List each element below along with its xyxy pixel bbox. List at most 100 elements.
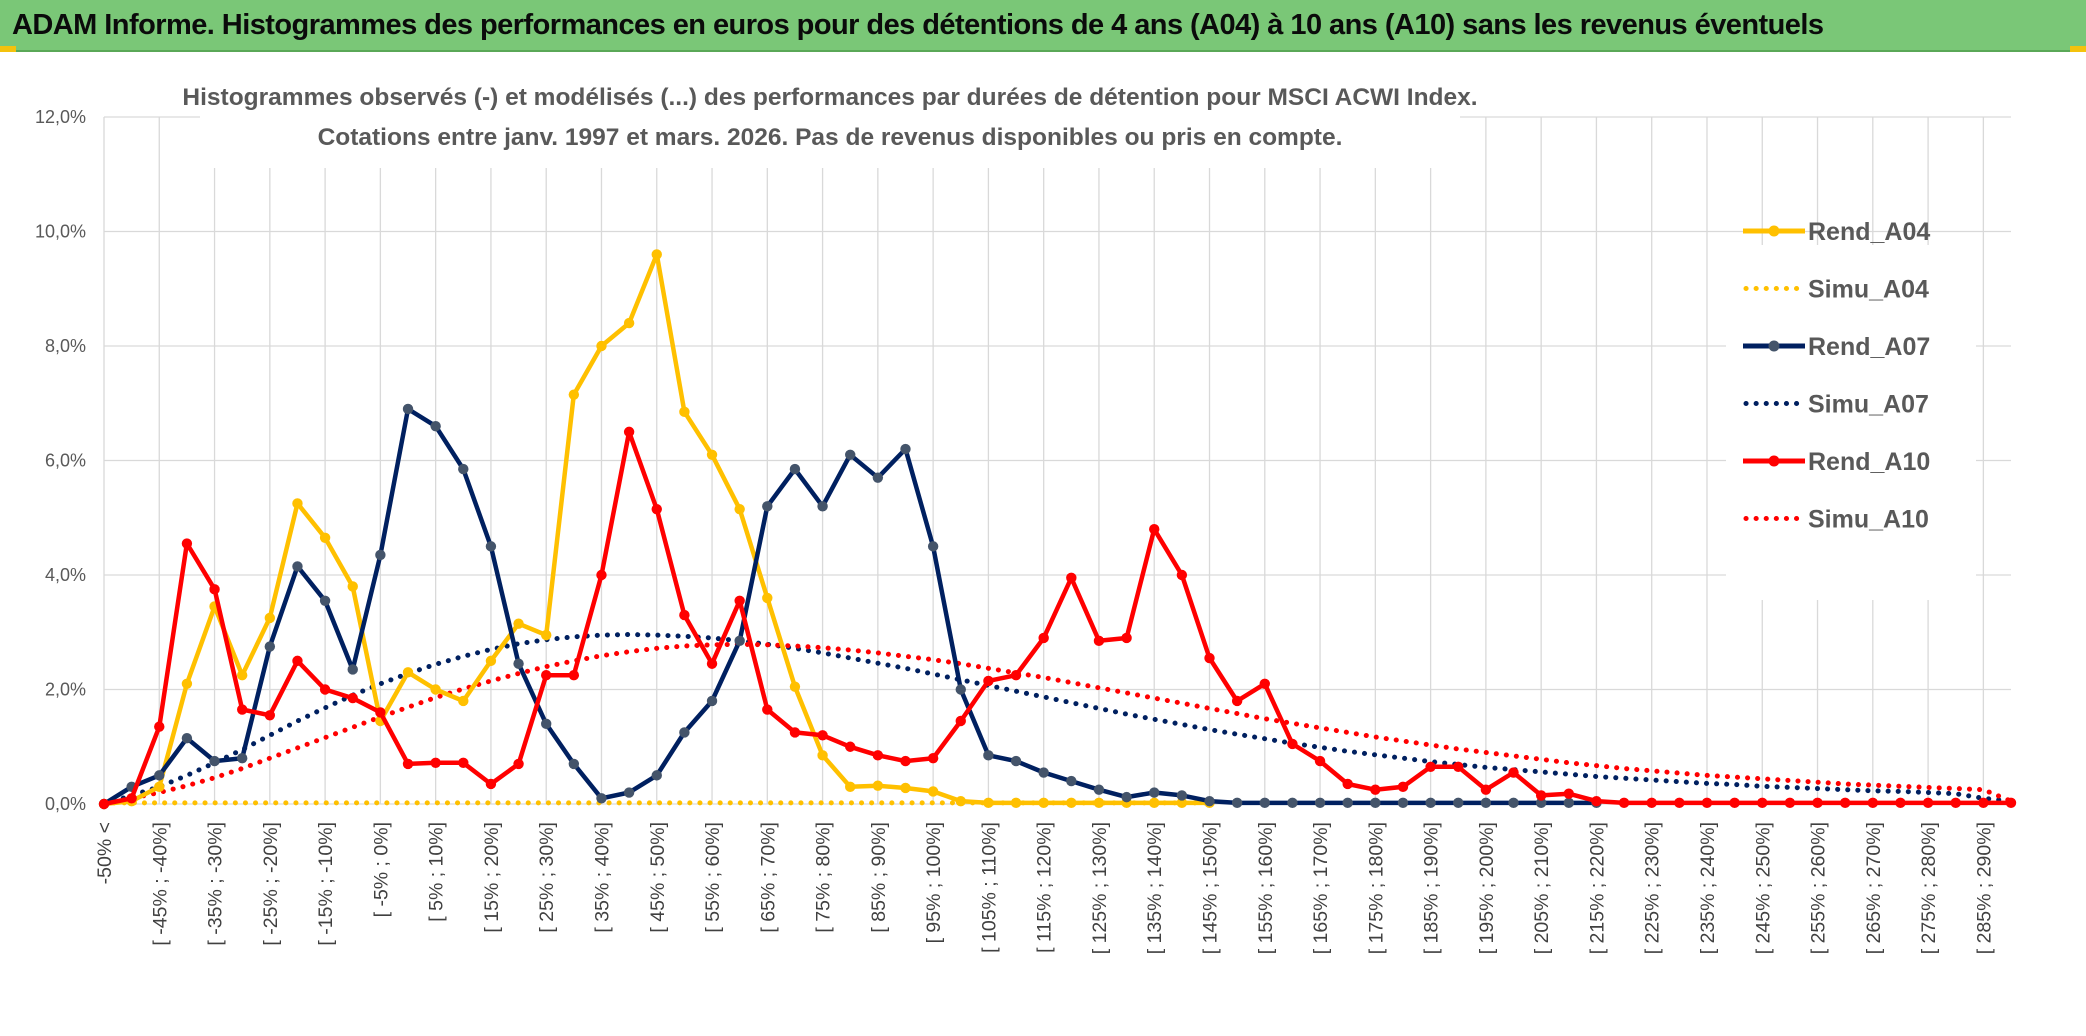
series-point-rend-a10 <box>1425 761 1436 772</box>
series-point-rend-a10 <box>1618 797 1630 809</box>
series-point-rend-a10 <box>1591 795 1602 807</box>
series-point-rend-a10 <box>1397 781 1409 793</box>
legend-label-rend-a04: Rend_A04 <box>1808 218 1930 246</box>
series-point-rend-a04 <box>872 780 884 791</box>
series-point-rend-a07 <box>347 664 358 675</box>
histogram-chart: 0,0% 2,0% 4,0% 6,0% 8,0% 10,0% 12,0% -50% < [ -… <box>35 80 2017 954</box>
series-point-rend-a07 <box>375 549 386 561</box>
series-point-rend-a04 <box>983 797 994 809</box>
series-point-rend-a04 <box>347 581 358 592</box>
series-point-rend-a04 <box>1176 797 1188 809</box>
series-point-rend-a07 <box>458 463 469 475</box>
series-point-rend-a04 <box>927 786 939 797</box>
report-title: ADAM Informe. Histogrammes des performan… <box>12 9 1824 41</box>
x-tick-label: [ 145% ; 150%] <box>1200 822 1222 954</box>
x-tick-label: [ 235% ; 240%] <box>1697 822 1719 954</box>
series-point-rend-a10 <box>264 710 276 721</box>
series-point-rend-a07 <box>1231 797 1243 809</box>
series-point-rend-a07 <box>1204 795 1215 807</box>
x-tick-label: [ 125% ; 130%] <box>1089 822 1111 954</box>
x-tick-label: [ 205% ; 210%] <box>1531 822 1553 954</box>
x-tick-label: [ -45% ; -40%] <box>149 822 171 946</box>
x-tick-label: [ -15% ; -10%] <box>315 822 337 946</box>
x-tick-label: [ 75% ; 80%] <box>813 822 835 933</box>
series-point-rend-a10 <box>900 755 911 767</box>
series-point-rend-a10 <box>1231 695 1243 707</box>
series-point-rend-a07 <box>1535 797 1547 809</box>
series-point-rend-a07 <box>734 635 745 647</box>
series-point-rend-a07 <box>1425 797 1436 809</box>
x-tick-label: [ 25% ; 30%] <box>536 822 558 933</box>
corner-mark-left <box>0 46 16 52</box>
series-point-rend-a04 <box>513 618 524 629</box>
x-tick-label: [ 215% ; 220%] <box>1586 822 1608 954</box>
chart-title-background <box>200 80 1460 168</box>
series-point-rend-a10 <box>375 707 386 718</box>
series-point-rend-a07 <box>319 595 331 606</box>
y-tick-label: 2,0% <box>45 680 86 700</box>
series-point-rend-a07 <box>402 403 414 415</box>
y-axis-labels: 0,0% 2,0% 4,0% 6,0% 8,0% 10,0% 12,0% <box>35 107 86 814</box>
series-point-rend-a10 <box>1149 524 1160 535</box>
series-point-rend-a07 <box>762 501 773 512</box>
legend-label-simu-a10: Simu_A10 <box>1808 506 1929 534</box>
series-point-rend-a07 <box>955 684 966 695</box>
series-point-rend-a04 <box>817 750 828 761</box>
x-tick-label: [ 15% ; 20%] <box>481 822 503 933</box>
series-point-rend-a04 <box>762 592 773 604</box>
series-point-rend-a07 <box>845 449 856 460</box>
y-tick-label: 6,0% <box>45 451 86 471</box>
series-point-rend-a10 <box>1839 797 1851 809</box>
series-point-rend-a07 <box>900 443 911 455</box>
x-tick-label: [ 195% ; 200%] <box>1476 822 1498 954</box>
series-point-rend-a07 <box>679 727 690 738</box>
series-point-rend-a10 <box>1701 797 1713 809</box>
series-point-rend-a04 <box>236 669 248 681</box>
series-point-rend-a10 <box>1978 797 1989 809</box>
x-tick-label: [ 155% ; 160%] <box>1255 822 1277 954</box>
series-line-simu-a07 <box>101 631 2014 807</box>
series-point-rend-a04 <box>458 695 469 707</box>
legend-label-simu-a04: Simu_A04 <box>1808 276 1929 304</box>
series-point-rend-a10 <box>209 584 220 595</box>
series-point-rend-a10 <box>983 675 994 687</box>
series-point-rend-a04 <box>1010 797 1022 809</box>
series-point-rend-a10 <box>430 757 441 768</box>
series-point-rend-a07 <box>1010 755 1022 767</box>
series-point-rend-a07 <box>1093 784 1105 795</box>
series-point-rend-a07 <box>1397 797 1409 809</box>
y-tick-label: 8,0% <box>45 336 86 356</box>
series-point-rend-a10 <box>1453 761 1464 772</box>
series-point-rend-a10 <box>292 655 303 667</box>
series-point-rend-a10 <box>1176 569 1188 581</box>
series-point-rend-a10 <box>1729 797 1740 809</box>
series-point-rend-a10 <box>651 503 662 515</box>
x-tick-label: [ 115% ; 120%] <box>1034 822 1056 953</box>
legend-label-rend-a07: Rend_A07 <box>1808 333 1930 361</box>
series-point-rend-a10 <box>154 721 165 732</box>
x-tick-label: [ 185% ; 190%] <box>1421 822 1443 954</box>
series-point-rend-a07 <box>1176 790 1188 801</box>
series-point-rend-a04 <box>1093 797 1105 809</box>
series-point-rend-a10 <box>1259 678 1270 689</box>
series-point-rend-a07 <box>1121 791 1132 803</box>
series-point-rend-a10 <box>181 538 193 549</box>
series-point-rend-a07 <box>1066 775 1077 787</box>
series-point-rend-a07 <box>1038 767 1049 778</box>
series-point-rend-a04 <box>264 612 276 624</box>
series-point-rend-a10 <box>1370 784 1381 795</box>
series-point-rend-a07 <box>651 770 662 781</box>
series-point-rend-a04 <box>319 532 331 543</box>
y-tick-label: 4,0% <box>45 565 86 585</box>
legend-marker-rend-a04 <box>1768 225 1780 237</box>
legend-marker-rend-a07 <box>1768 340 1780 352</box>
x-tick-label: [ 175% ; 180%] <box>1365 822 1387 954</box>
series-point-rend-a07 <box>1342 797 1353 809</box>
x-tick-label: -50% < <box>94 822 116 884</box>
series-point-rend-a07 <box>430 420 441 432</box>
series-point-rend-a04 <box>706 449 718 460</box>
series-point-rend-a04 <box>623 317 635 329</box>
series-point-rend-a10 <box>319 684 331 695</box>
series-point-rend-a10 <box>1895 797 1906 809</box>
series-point-rend-a07 <box>1508 797 1519 809</box>
